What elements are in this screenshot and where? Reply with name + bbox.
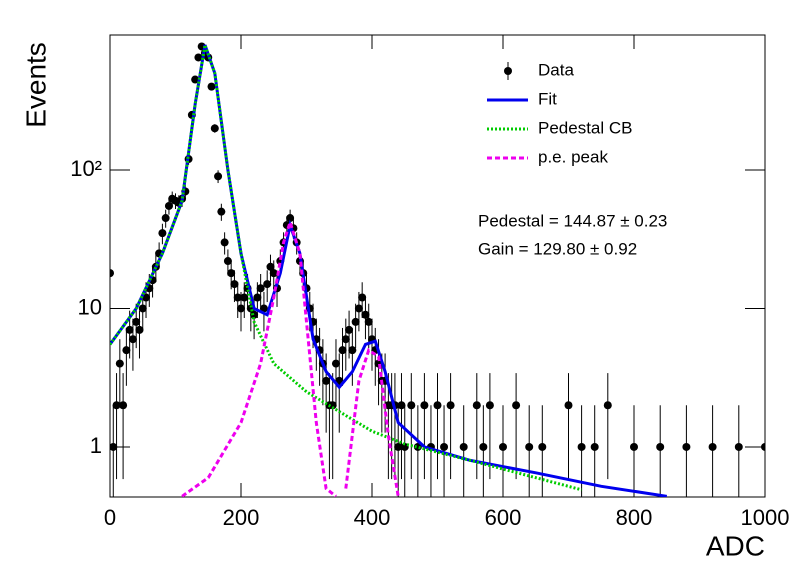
y-axis-label: Events xyxy=(20,42,51,128)
data-point xyxy=(361,310,370,319)
data-point xyxy=(240,293,249,302)
x-tick-label: 1000 xyxy=(741,505,790,530)
data-point xyxy=(590,442,599,451)
x-tick-label: 600 xyxy=(485,505,522,530)
data-point xyxy=(577,442,586,451)
data-point xyxy=(110,269,114,278)
data-point xyxy=(708,442,717,451)
data-point xyxy=(440,442,449,451)
legend-label: p.e. peak xyxy=(538,147,608,166)
fit-line xyxy=(110,44,582,492)
data-point xyxy=(135,325,144,334)
data-point xyxy=(338,346,347,355)
data-point xyxy=(397,401,406,410)
annotation: Pedestal = 144.87 ± 0.23 xyxy=(478,211,667,230)
x-tick-label: 400 xyxy=(354,505,391,530)
data-point xyxy=(256,284,265,293)
data-point xyxy=(194,53,203,62)
y-tick-label: 10 xyxy=(78,294,102,319)
data-point xyxy=(761,442,765,451)
fit-line xyxy=(181,217,400,497)
data-point xyxy=(266,262,275,271)
data-point xyxy=(354,304,363,313)
data-point xyxy=(237,304,245,313)
data-point xyxy=(227,269,236,278)
data-point xyxy=(132,317,141,326)
data-point xyxy=(348,346,357,355)
legend-label: Fit xyxy=(538,89,557,108)
data-point xyxy=(328,401,337,410)
data-point xyxy=(512,401,521,410)
data-point xyxy=(394,442,403,451)
data-point xyxy=(217,207,226,216)
data-point xyxy=(125,325,134,334)
y-tick-label: 1 xyxy=(90,433,102,458)
legend-label: Data xyxy=(538,60,574,79)
data-point xyxy=(233,293,242,302)
plot-area xyxy=(110,42,765,497)
data-point xyxy=(433,401,442,410)
data-point xyxy=(214,172,223,181)
x-tick-label: 0 xyxy=(104,505,116,530)
data-point xyxy=(485,401,494,410)
data-point xyxy=(499,442,507,451)
x-tick-label: 800 xyxy=(616,505,653,530)
data-point xyxy=(525,442,534,451)
data-point xyxy=(682,442,691,451)
data-point xyxy=(734,442,743,451)
y-tick-label: 10² xyxy=(70,156,102,181)
data-point xyxy=(128,335,137,344)
data-point xyxy=(110,442,118,451)
data-point xyxy=(210,124,219,133)
data-point xyxy=(364,317,373,326)
data-point xyxy=(220,238,229,247)
data-point xyxy=(286,214,295,223)
data-point xyxy=(230,280,239,289)
data-point xyxy=(331,359,340,368)
data-point xyxy=(358,293,367,302)
data-point xyxy=(253,293,262,302)
data-point xyxy=(351,317,360,326)
data-point xyxy=(407,401,416,410)
data-point xyxy=(538,442,547,451)
data-point xyxy=(158,229,167,238)
data-point xyxy=(191,75,200,84)
data-point xyxy=(259,304,268,313)
data-point xyxy=(459,442,468,451)
data-point xyxy=(263,280,272,289)
legend-symbol xyxy=(504,67,512,75)
data-point xyxy=(420,401,429,410)
data-point xyxy=(656,442,665,451)
data-point xyxy=(341,335,350,344)
data-point xyxy=(164,201,173,210)
data-point xyxy=(223,257,232,266)
data-point xyxy=(322,376,331,385)
data-point xyxy=(630,442,638,451)
x-tick-label: 200 xyxy=(223,505,260,530)
data-point xyxy=(564,401,573,410)
data-point xyxy=(479,442,488,451)
data-point xyxy=(400,442,409,451)
data-point xyxy=(603,401,612,410)
data-point xyxy=(112,401,121,410)
data-point xyxy=(161,214,170,223)
data-point xyxy=(119,401,128,410)
data-point xyxy=(446,401,455,410)
data-point xyxy=(472,401,481,410)
data-point xyxy=(138,304,147,313)
data-point xyxy=(207,82,216,91)
fit-line xyxy=(110,44,668,497)
x-axis-label: ADC xyxy=(706,530,765,561)
annotation: Gain = 129.80 ± 0.92 xyxy=(478,239,637,258)
data-point xyxy=(269,269,278,278)
data-point xyxy=(115,359,124,368)
legend-label: Pedestal CB xyxy=(538,118,633,137)
data-point xyxy=(345,325,354,334)
data-point xyxy=(122,346,131,355)
